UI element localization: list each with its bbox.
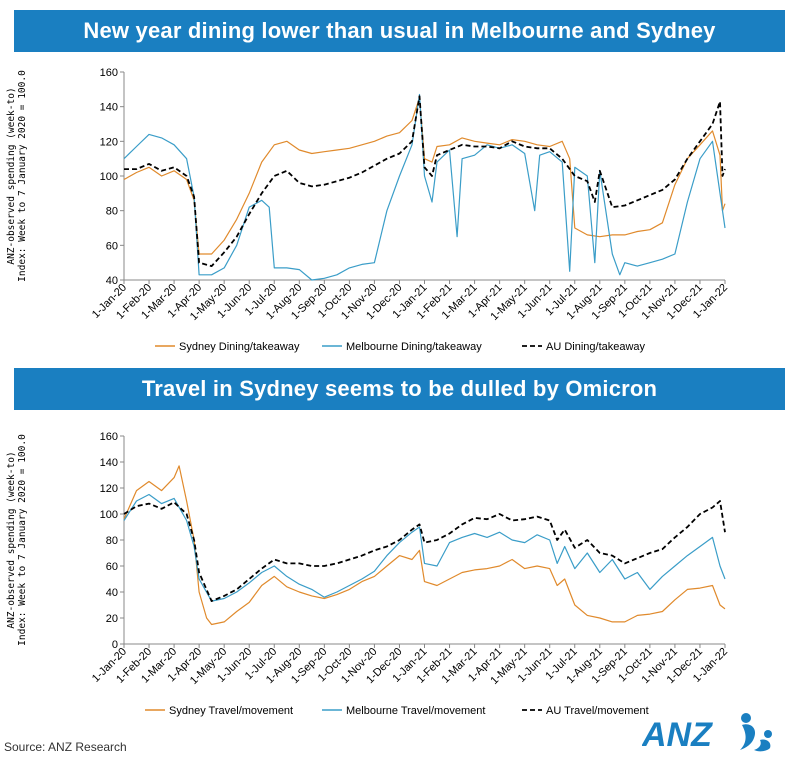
legend-label: Melbourne Dining/takeaway (346, 341, 482, 353)
y-tick-label: 140 (100, 457, 118, 469)
source-note: Source: ANZ Research (4, 740, 127, 754)
y-tick-label: 140 (100, 102, 118, 114)
y-tick-label: 100 (100, 509, 118, 521)
series-line-melbourne (123, 93, 726, 281)
y-tick-label: 120 (100, 483, 118, 495)
legend-label: AU Dining/takeaway (546, 341, 646, 353)
series-line-au (123, 500, 726, 602)
y-tick-label: 40 (106, 275, 118, 287)
legend-label: Sydney Travel/movement (169, 705, 293, 717)
chart-1-title: New year dining lower than usual in Melb… (14, 10, 785, 52)
legend-label: Melbourne Travel/movement (346, 705, 485, 717)
y-axis-label: Index: Week to 7 January 2020 = 100.0 (17, 434, 28, 646)
chart-2-title: Travel in Sydney seems to be dulled by O… (14, 368, 785, 410)
y-tick-label: 0 (112, 639, 118, 651)
anz-logo-text: ANZ (642, 716, 713, 754)
series-line-melbourne (123, 493, 726, 602)
anz-logo: ANZ (642, 713, 772, 754)
dining-chart: 4060801001201401601-Jan-201-Feb-201-Mar-… (6, 67, 730, 353)
y-tick-label: 60 (106, 561, 118, 573)
y-tick-label: 60 (106, 240, 118, 252)
y-axis-label: Index: Week to 7 January 2020 = 100.0 (17, 70, 28, 282)
y-axis-label: ANZ-observed spending (week-to) (6, 87, 17, 264)
legend-label: Sydney Dining/takeaway (179, 341, 300, 353)
y-tick-label: 160 (100, 67, 118, 79)
y-tick-label: 160 (100, 431, 118, 443)
y-axis-label: ANZ-observed spending (week-to) (6, 451, 17, 628)
legend-label: AU Travel/movement (546, 705, 649, 717)
y-tick-label: 120 (100, 136, 118, 148)
series-line-sydney (123, 465, 726, 626)
travel-chart: 0204060801001201401601-Jan-201-Feb-201-M… (6, 431, 730, 717)
series-line-sydney (123, 97, 726, 255)
y-tick-label: 80 (106, 535, 118, 547)
y-tick-label: 20 (106, 613, 118, 625)
series-line-au (124, 95, 726, 267)
anz-figures-logo-icon (740, 713, 772, 752)
y-tick-label: 40 (106, 587, 118, 599)
y-tick-label: 80 (106, 206, 118, 218)
y-tick-label: 100 (100, 171, 118, 183)
